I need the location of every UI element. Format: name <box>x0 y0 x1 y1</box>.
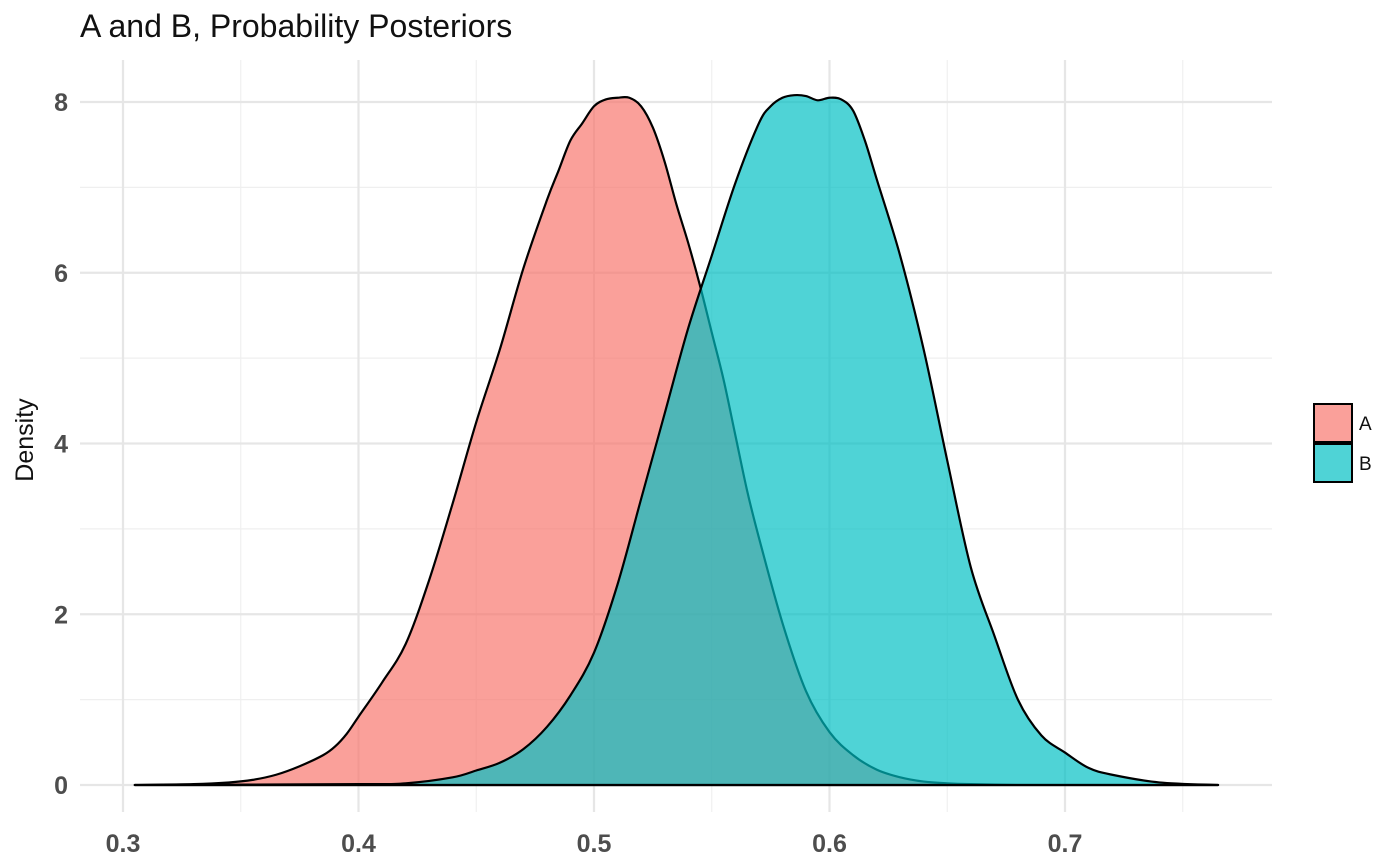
y-axis-title: Density <box>11 398 39 482</box>
y-tick-label: 0 <box>54 772 68 800</box>
x-axis: 0.3 0.4 0.5 0.6 0.7 <box>106 830 1083 858</box>
legend-label-b: B <box>1359 454 1372 475</box>
x-tick-label: 0.6 <box>812 830 847 858</box>
x-tick-label: 0.4 <box>341 830 376 858</box>
density-area-b <box>133 93 1220 787</box>
y-tick-label: 2 <box>54 601 68 629</box>
legend-label-a: A <box>1359 414 1372 435</box>
y-tick-label: 4 <box>54 431 68 459</box>
density-areas <box>133 93 1220 787</box>
chart-title: A and B, Probability Posteriors <box>80 8 512 44</box>
y-axis: 0 2 4 6 8 <box>54 89 68 800</box>
x-tick-label: 0.3 <box>106 830 141 858</box>
legend-key-a <box>1313 403 1353 443</box>
x-tick-label: 0.5 <box>577 830 612 858</box>
legend: AB <box>1313 403 1372 483</box>
x-tick-label: 0.7 <box>1048 830 1083 858</box>
legend-key-b <box>1313 443 1353 483</box>
y-tick-label: 6 <box>54 260 68 288</box>
y-tick-label: 8 <box>54 89 68 117</box>
